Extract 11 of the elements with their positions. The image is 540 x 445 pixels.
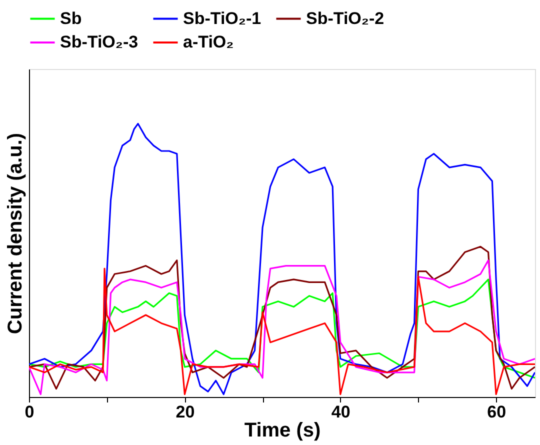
legend-label: Sb-TiO₂-3	[60, 32, 138, 52]
legend-label: a-TiO₂	[183, 32, 234, 52]
x-tick-label: 20	[176, 402, 195, 422]
y-axis-title: Current density (a.u.)	[4, 132, 26, 334]
x-tick-label: 60	[487, 402, 506, 422]
legend-label: Sb-TiO₂-2	[306, 8, 384, 28]
x-tick-label: 0	[24, 402, 34, 422]
legend-label: Sb-TiO₂-1	[183, 8, 262, 28]
x-tick-label: 40	[331, 402, 350, 422]
x-axis-title: Time (s)	[244, 420, 321, 442]
legend-label: Sb	[60, 8, 82, 28]
